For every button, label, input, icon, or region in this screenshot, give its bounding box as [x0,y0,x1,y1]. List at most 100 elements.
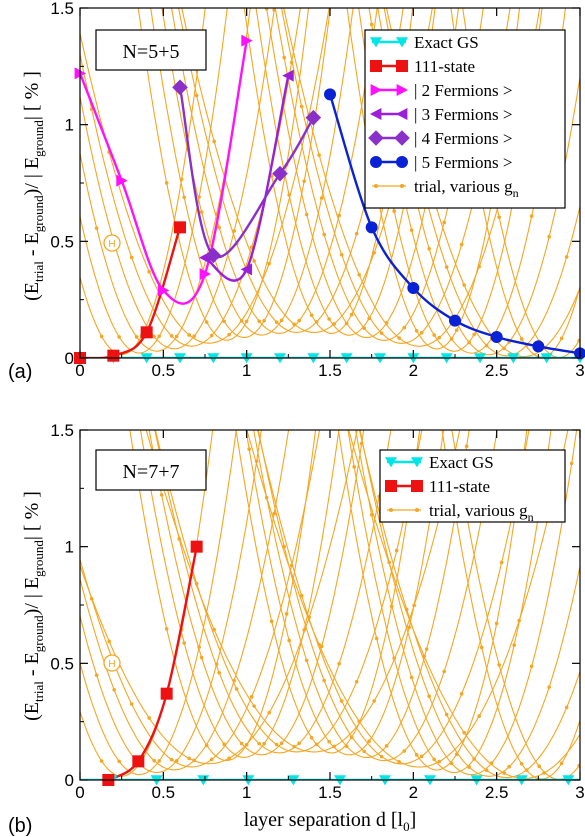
trial-point [559,336,564,341]
data-point [172,79,188,96]
trial-point [212,139,216,144]
trial-point [547,685,551,689]
trial-point [449,761,454,766]
trial-point [199,210,204,214]
legend-label: Exact GS [429,453,494,472]
y-tick-label: 1 [65,538,74,557]
error-bar-symbol-b: H [103,654,121,672]
trial-point [424,647,429,651]
data-point [490,331,503,343]
trial-point [529,664,534,669]
x-tick-label: 3 [575,361,584,380]
panel-b: 0 0.5 1 1.5 2 2.5 3 0 0.5 1 1.5 (Etrial - Eground)… [8,421,585,837]
markers-b [102,540,575,786]
ticks-a: 0 0.5 1 1.5 2 2.5 3 0 0.5 1 1.5 [50,0,584,380]
trial-point [354,231,359,236]
trial-point [414,753,419,757]
trial-curve [80,430,358,765]
trial-point [437,335,441,340]
trial-point [519,337,524,341]
trial-point [379,754,384,759]
trial-point [239,741,244,746]
trial-point [419,754,424,759]
trial-point [217,670,221,675]
trial-point [274,320,279,325]
legend-marker [389,508,393,512]
trial-point [297,318,301,323]
trial-point [559,761,564,766]
series-line [178,87,315,259]
legend-marker [396,37,408,48]
legend-label: 111-state [414,57,475,76]
trial-point [339,252,344,257]
data-point [407,282,420,294]
trial-point [99,759,104,763]
trial-point [147,716,151,720]
legend-marker [396,60,408,72]
trial-point [94,673,99,677]
x-tick-label: 1 [242,783,251,802]
trial-point [117,759,121,764]
trial-point [199,655,204,660]
trial-point [257,319,261,323]
data-point [532,340,545,353]
trial-point [379,331,384,335]
legend-marker [370,156,382,168]
trial-point [459,242,464,247]
trial-point [129,702,134,706]
trial-point [459,691,464,696]
trial-point [227,332,231,337]
panel-label-a: (a) [8,361,32,383]
data-point [241,34,253,47]
trial-curve [441,430,580,780]
trial-point [182,641,186,645]
trial-curve [80,430,290,771]
legend-label: Exact GS [414,33,479,52]
trial-point [372,699,376,703]
data-point [449,314,461,327]
trial-point [339,699,344,703]
legend-label: | 4 Fermions > [414,129,512,148]
legend-entries-b: Exact GS 111-state trial, various gn [385,453,534,524]
panel-label-b: (b) [8,815,32,837]
legend-marker [370,108,382,120]
trial-point [234,687,239,691]
trial-point [502,346,506,351]
legend-marker [396,108,408,120]
x-tick-label: 1 [242,361,251,380]
trial-point [392,209,396,213]
trial-point [529,214,534,218]
trial-point [309,313,314,318]
system-size-label-a: N=5+5 [122,41,179,63]
trial-point [264,8,269,11]
trial-point [262,741,266,746]
series-line [80,40,248,305]
trial-point [187,333,191,337]
series-line [107,546,198,780]
trial-point [397,760,401,764]
trial-curve [355,430,578,776]
trial-point [394,548,399,553]
trial-point [479,645,484,650]
trial-point [462,730,466,735]
trial-point [454,328,459,332]
trial-point [499,560,504,565]
trial-point [374,636,379,641]
trial-point [304,212,309,217]
trial-point [157,759,161,763]
trial-point [262,318,266,323]
trial-point [409,228,414,232]
data-point [160,687,173,700]
legend-label: trial, various gn [429,501,534,524]
trial-point [472,332,476,337]
trial-point [284,612,289,616]
y-tick-label: 0.5 [50,232,74,251]
trial-curve [253,430,470,759]
trial-point [267,710,271,715]
trial-point [272,511,276,516]
trial-point [507,764,511,769]
trial-point [319,196,324,200]
data-point [282,69,294,82]
data-point [305,109,322,126]
system-size-box-a [95,29,207,71]
